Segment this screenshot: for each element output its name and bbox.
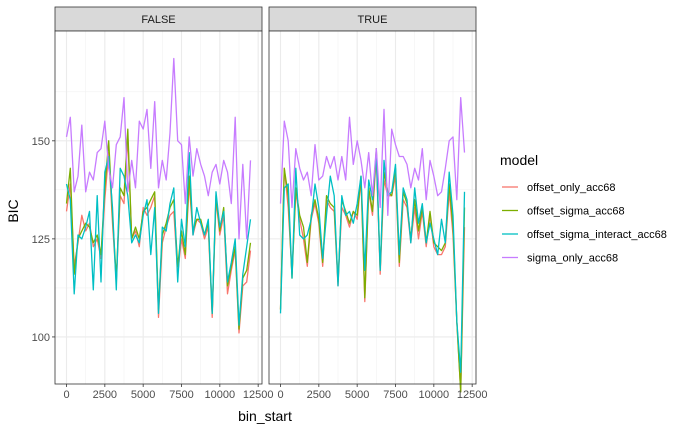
legend-title: model (500, 152, 538, 168)
axes: 0 2500 5000 7500 10000 12500 0 2500 5000 7500 1000… (32, 136, 488, 401)
x-tick-label: 7500 (169, 389, 193, 401)
x-tick-label: 10000 (205, 389, 236, 401)
panel-true: TRUE (268, 6, 477, 393)
legend-label: offset_only_acc68 (527, 182, 615, 194)
legend: model offset_only_acc68 offset_sigma_acc6… (500, 152, 667, 265)
series-line-sigma_only_acc68 (65, 57, 252, 240)
x-tick-label: 0 (63, 389, 69, 401)
x-tick-label: 12500 (243, 389, 274, 401)
panel-background (55, 31, 262, 384)
y-tick-label: 100 (32, 332, 50, 344)
legend-item: offset_sigma_interact_acc68 (502, 229, 667, 241)
panel-border (54, 30, 263, 385)
series-line-sigma_only_acc68 (279, 97, 466, 216)
legend-label: sigma_only_acc68 (527, 253, 618, 265)
legend-item: offset_sigma_acc68 (502, 206, 625, 218)
x-tick-label: 7500 (383, 389, 407, 401)
x-axis-title: bin_start (238, 408, 292, 424)
legend-item: offset_only_acc68 (502, 182, 615, 194)
legend-item: sigma_only_acc68 (502, 253, 618, 265)
x-tick-label: 2500 (93, 389, 117, 401)
facet-strip-label: FALSE (141, 14, 175, 26)
panel-border (268, 30, 477, 385)
x-tick-label: 5000 (131, 389, 155, 401)
legend-label: offset_sigma_acc68 (527, 206, 625, 218)
x-tick-label: 5000 (345, 389, 369, 401)
series-line-offset_sigma_interact_acc68 (279, 151, 466, 373)
y-axis-title: BIC (5, 199, 21, 222)
y-tick-label: 150 (32, 136, 50, 148)
y-tick-label: 125 (32, 234, 50, 246)
x-tick-label: 12500 (457, 389, 488, 401)
x-tick-label: 0 (277, 389, 283, 401)
series-line-offset_sigma_interact_acc68 (65, 151, 252, 326)
panel-false: FALSE (54, 6, 263, 385)
facet-strip (268, 6, 477, 32)
series-line-offset_only_acc68 (65, 136, 252, 334)
x-tick-label: 2500 (307, 389, 331, 401)
legend-label: offset_sigma_interact_acc68 (527, 229, 667, 241)
facet-panels: FALSE TRUE (54, 6, 477, 393)
x-tick-label: 10000 (419, 389, 450, 401)
facet-strip-label: TRUE (358, 14, 388, 26)
facet-strip (54, 6, 263, 32)
